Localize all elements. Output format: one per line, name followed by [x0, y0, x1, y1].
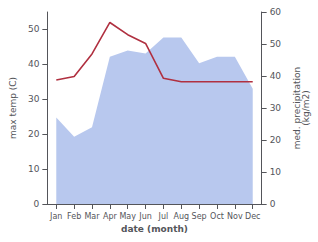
svg-text:Nov: Nov — [227, 212, 243, 221]
svg-text:Oct: Oct — [210, 212, 224, 221]
svg-text:Sep: Sep — [192, 212, 207, 221]
svg-text:Apr: Apr — [103, 212, 118, 221]
svg-text:Aug: Aug — [173, 212, 189, 221]
svg-text:40: 40 — [270, 71, 282, 81]
svg-text:Dec: Dec — [245, 212, 260, 221]
svg-text:20: 20 — [28, 129, 40, 139]
svg-text:30: 30 — [270, 103, 282, 113]
svg-text:60: 60 — [270, 7, 282, 17]
svg-text:Feb: Feb — [67, 212, 81, 221]
svg-text:10: 10 — [28, 164, 40, 174]
svg-text:40: 40 — [28, 59, 40, 69]
svg-text:30: 30 — [28, 94, 40, 104]
svg-text:10: 10 — [270, 167, 282, 177]
svg-text:May: May — [119, 212, 136, 221]
svg-text:50: 50 — [270, 39, 282, 49]
svg-text:(kg/m2): (kg/m2) — [301, 90, 311, 125]
svg-text:Jan: Jan — [49, 212, 62, 221]
svg-text:med. precipitation: med. precipitation — [291, 66, 302, 150]
svg-text:20: 20 — [270, 135, 282, 145]
svg-text:50: 50 — [28, 24, 40, 34]
svg-text:date (month): date (month) — [121, 224, 188, 234]
svg-text:Jun: Jun — [138, 212, 152, 221]
svg-text:0: 0 — [34, 199, 40, 209]
svg-text:max temp (C): max temp (C) — [8, 77, 18, 139]
svg-text:Mar: Mar — [84, 212, 100, 221]
svg-text:0: 0 — [270, 199, 276, 209]
svg-text:Jul: Jul — [158, 212, 169, 221]
